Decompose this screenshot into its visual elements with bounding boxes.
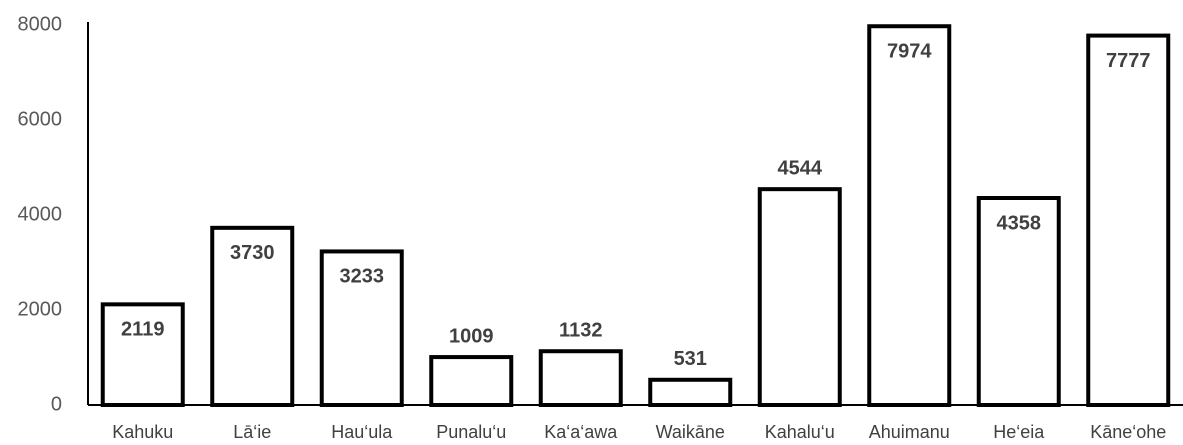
bar xyxy=(648,377,733,407)
data-label: 3233 xyxy=(340,266,385,288)
data-label: 4544 xyxy=(778,157,823,179)
data-label: 1009 xyxy=(449,325,494,347)
data-label: 2119 xyxy=(121,319,164,341)
data-label: 1132 xyxy=(559,320,602,342)
data-label: 7974 xyxy=(887,41,932,63)
x-tick-label: Hau‘ula xyxy=(331,422,393,442)
x-tick-label: Punalu‘u xyxy=(436,422,506,442)
bar xyxy=(1086,33,1171,407)
x-tick-label: Kahuku xyxy=(112,422,173,442)
bar xyxy=(867,24,952,408)
x-tick-label: Lā‘ie xyxy=(233,422,271,442)
x-tick-label: Ahuimanu xyxy=(869,422,950,442)
bar xyxy=(976,195,1061,407)
y-tick-label: 6000 xyxy=(18,108,63,130)
bar xyxy=(210,225,295,407)
bar xyxy=(319,249,404,407)
bar xyxy=(100,302,185,407)
data-label: 531 xyxy=(674,348,707,370)
data-label: 7777 xyxy=(1106,50,1151,72)
y-tick-label: 2000 xyxy=(18,298,63,320)
bar xyxy=(429,355,514,408)
x-tick-label: Kāne‘ohe xyxy=(1090,422,1166,442)
data-label: 4358 xyxy=(997,212,1042,234)
bar xyxy=(538,349,623,408)
y-tick-label: 0 xyxy=(51,393,62,415)
x-tick-label: Waikāne xyxy=(656,422,725,442)
x-tick-label: He‘eia xyxy=(993,422,1045,442)
bar xyxy=(757,187,842,407)
data-label: 3730 xyxy=(230,242,275,264)
x-tick-label: Ka‘a‘awa xyxy=(544,422,618,442)
y-tick-label: 4000 xyxy=(18,203,63,225)
x-tick-label: Kahalu‘u xyxy=(765,422,835,442)
y-tick-label: 8000 xyxy=(18,13,63,35)
